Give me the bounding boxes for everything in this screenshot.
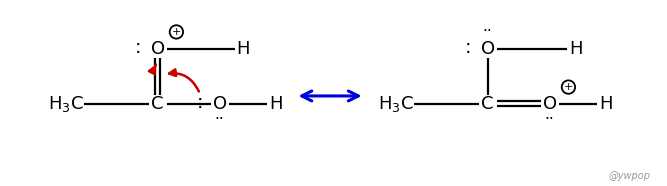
Text: @ywpop: @ywpop xyxy=(608,171,650,181)
Text: H: H xyxy=(599,95,612,113)
Text: O: O xyxy=(481,40,495,58)
Text: ··: ·· xyxy=(545,112,554,127)
Text: O: O xyxy=(213,95,227,113)
Text: H: H xyxy=(237,40,250,58)
Text: H$_3$C: H$_3$C xyxy=(378,94,414,114)
Text: H: H xyxy=(570,40,583,58)
Text: H$_3$C: H$_3$C xyxy=(48,94,84,114)
Text: C: C xyxy=(151,95,164,113)
Text: +: + xyxy=(564,82,573,92)
Text: :: : xyxy=(135,38,141,57)
Text: O: O xyxy=(151,40,165,58)
Text: H: H xyxy=(269,95,283,113)
Text: :: : xyxy=(465,38,471,57)
Text: O: O xyxy=(543,95,557,113)
Text: ··: ·· xyxy=(483,24,492,39)
Text: C: C xyxy=(482,95,494,113)
Text: ··: ·· xyxy=(215,112,225,127)
Text: +: + xyxy=(171,27,181,37)
Text: :: : xyxy=(197,93,203,112)
